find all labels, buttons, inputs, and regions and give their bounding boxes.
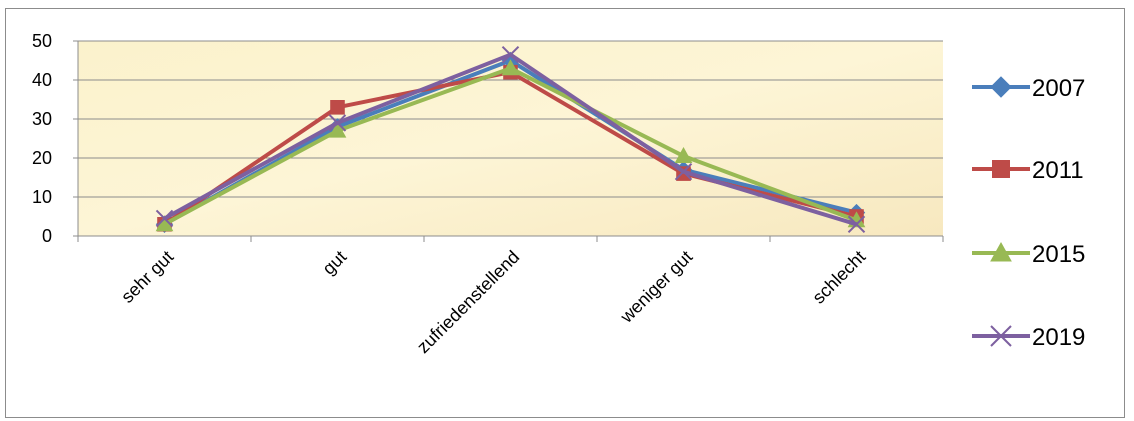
legend-label: 2015 [1032, 241, 1085, 268]
x-tick-label: zufriedenstellend [413, 247, 523, 357]
data-point [990, 241, 1012, 262]
data-point [328, 121, 347, 138]
data-point [990, 76, 1012, 98]
x-tick-label: weniger gut [616, 247, 697, 328]
legend-item-2015: 2015 [972, 241, 1085, 268]
data-point [847, 215, 866, 234]
series-group [155, 45, 866, 234]
y-tick-label: 50 [32, 31, 52, 51]
x-axis-ticks: sehr gut gut zufriedenstellend weniger gut s… [117, 247, 869, 357]
y-tick-label: 40 [32, 70, 52, 90]
data-point [990, 325, 1012, 347]
data-point [992, 160, 1010, 178]
y-tick-label: 30 [32, 109, 52, 129]
x-tick-label: schlecht [808, 247, 869, 308]
y-axis-ticks: 0 10 20 30 40 50 [32, 31, 52, 246]
legend-item-2019: 2019 [972, 324, 1085, 351]
legend-label: 2011 [1032, 157, 1084, 184]
data-point [330, 100, 345, 115]
data-point [155, 209, 174, 228]
y-tick-label: 0 [42, 226, 52, 246]
gridlines [78, 40, 943, 198]
x-tick-label: sehr gut [117, 247, 177, 307]
legend-label: 2007 [1032, 75, 1085, 102]
y-tick-label: 20 [32, 148, 52, 168]
series-2019 [155, 45, 866, 234]
series-2015 [155, 59, 866, 232]
x-tick-label: gut [318, 247, 350, 279]
data-point [674, 162, 693, 181]
legend: 2007 2011 2015 2019 [972, 75, 1085, 351]
legend-label: 2019 [1032, 324, 1085, 351]
legend-item-2007: 2007 [972, 75, 1085, 102]
data-point [328, 114, 347, 132]
data-point [674, 147, 693, 163]
legend-item-2011: 2011 [972, 157, 1084, 184]
data-point [501, 45, 520, 64]
y-tick-label: 10 [32, 187, 52, 207]
data-point [501, 59, 520, 76]
axes [73, 40, 944, 242]
